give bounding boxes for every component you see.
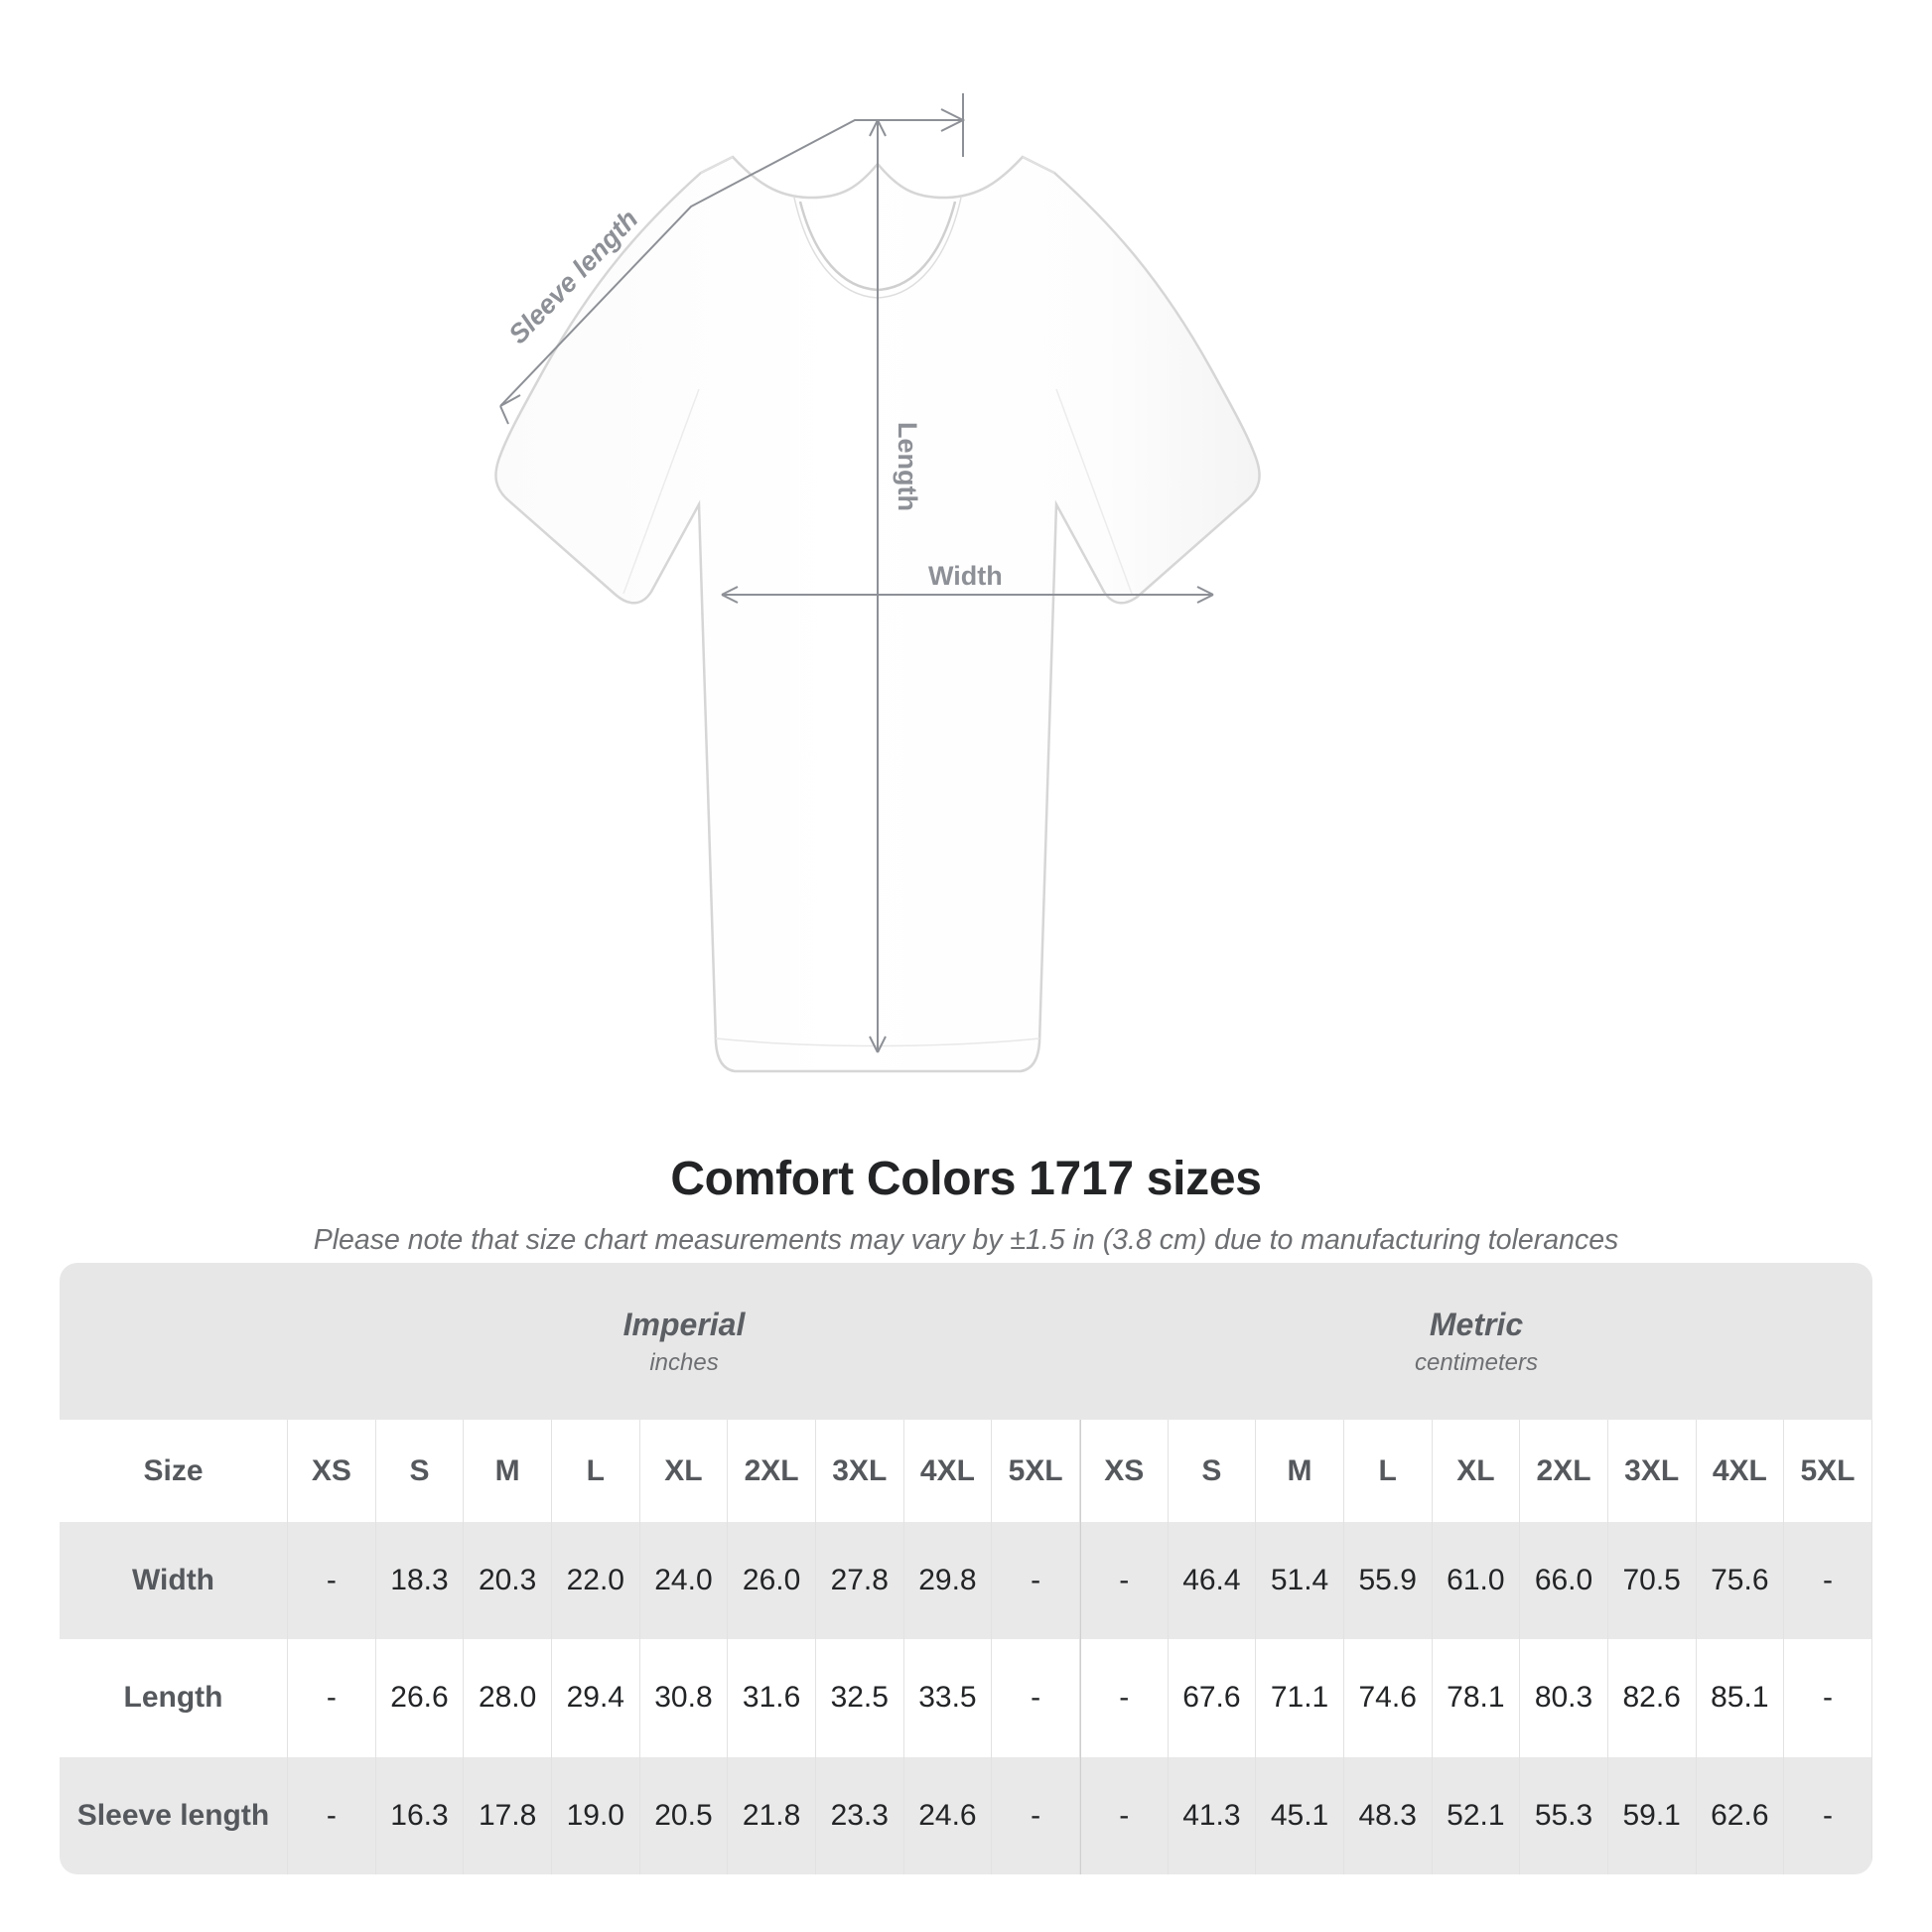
svg-text:Width: Width <box>928 561 1003 591</box>
svg-text:Length: Length <box>893 422 922 511</box>
